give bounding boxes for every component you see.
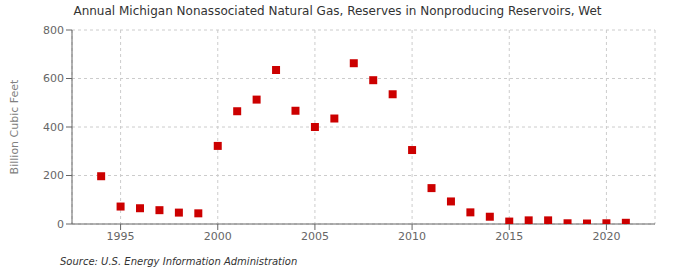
svg-text:800: 800 (43, 24, 64, 37)
svg-text:Billion Cubic Feet: Billion Cubic Feet (8, 79, 21, 174)
svg-text:1995: 1995 (107, 230, 135, 243)
svg-text:2005: 2005 (301, 230, 329, 243)
html-text:Source: U.S. Energy Informatio: Source: U.S. Energy Information Administ… (60, 256, 298, 267)
svg-text:2015: 2015 (495, 230, 523, 243)
svg-text:2020: 2020 (592, 230, 620, 243)
svg-text:2000: 2000 (204, 230, 232, 243)
svg-text:400: 400 (43, 121, 64, 134)
svg-text:600: 600 (43, 72, 64, 85)
svg-text:2010: 2010 (398, 230, 426, 243)
html-text:Annual Michigan Nonassociated: Annual Michigan Nonassociated Natural Ga… (73, 4, 602, 18)
svg-text:0: 0 (57, 218, 64, 231)
svg-text:200: 200 (43, 169, 64, 182)
